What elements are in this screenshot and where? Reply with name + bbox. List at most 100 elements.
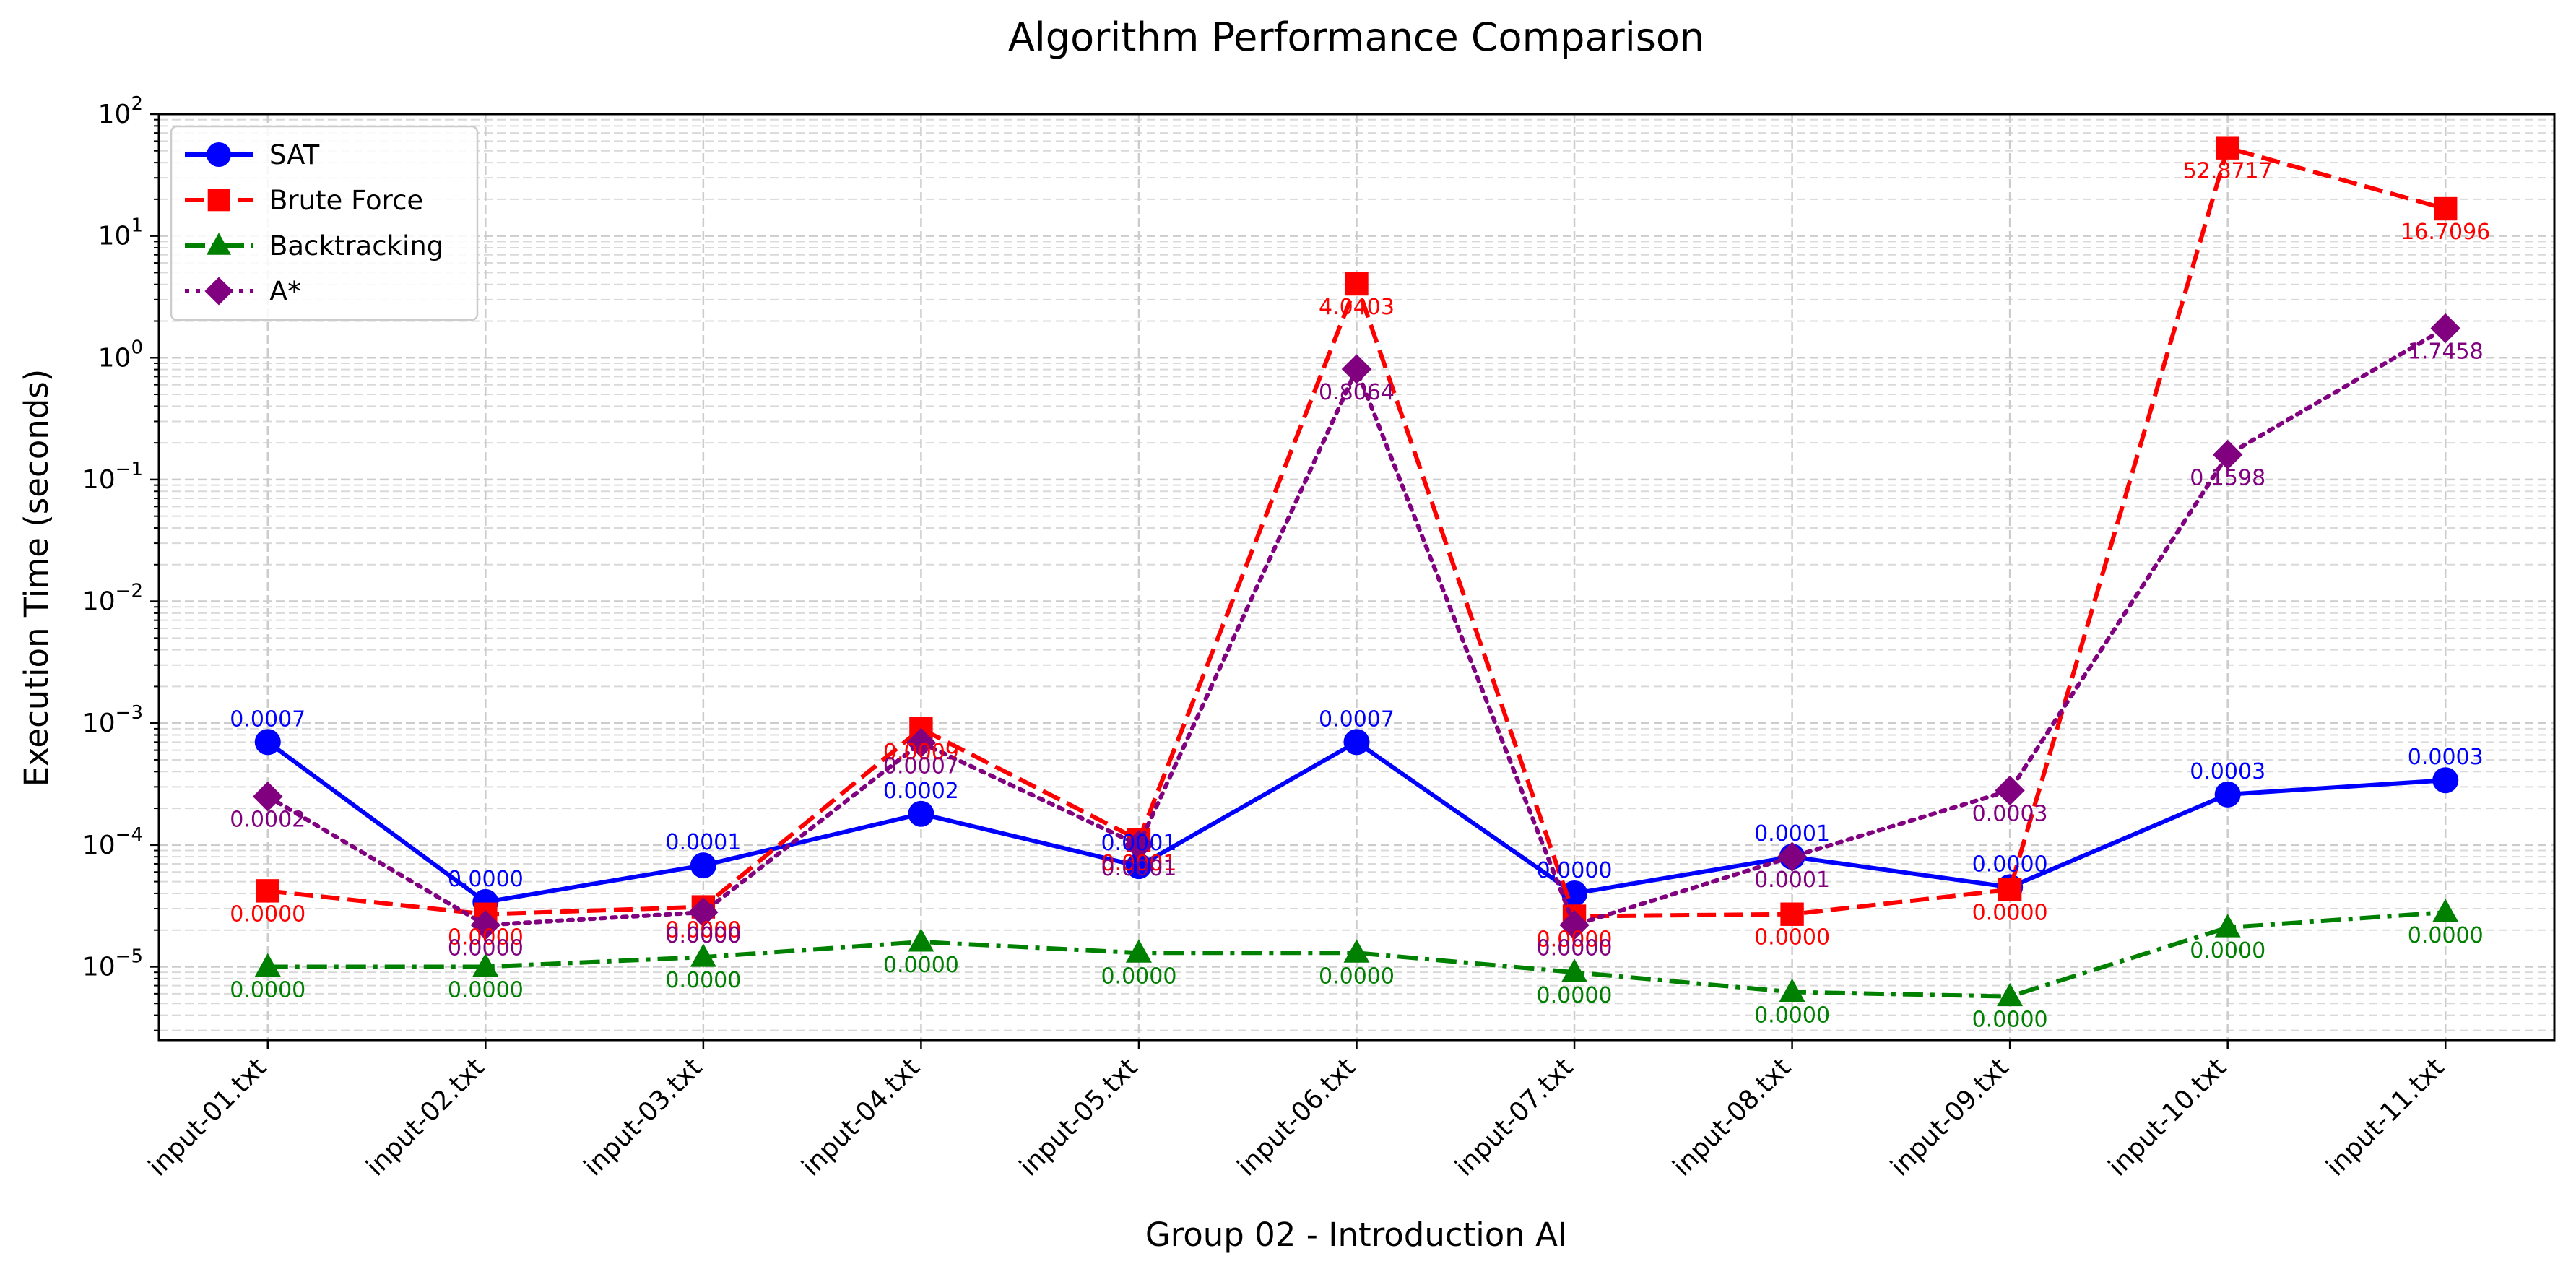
- data-point: [908, 800, 934, 827]
- data-point: [256, 879, 279, 903]
- data-label: 0.0001: [1754, 821, 1830, 847]
- legend-label: Brute Force: [269, 185, 423, 216]
- data-point: [1779, 978, 1805, 1002]
- chart-title: Algorithm Performance Comparison: [1008, 14, 1704, 60]
- y-tick-label: 100: [98, 337, 143, 373]
- data-label: 0.0000: [1754, 925, 1830, 951]
- data-label: 0.0000: [1537, 858, 1613, 883]
- data-point: [908, 928, 934, 952]
- y-tick-label: 10−4: [82, 824, 143, 860]
- data-label: 0.0000: [665, 968, 741, 993]
- data-label: 0.0000: [448, 925, 524, 951]
- data-label: 16.7096: [2401, 220, 2490, 245]
- data-point: [688, 897, 719, 927]
- data-point: [253, 782, 283, 812]
- data-label: 0.0007: [883, 753, 959, 779]
- data-point: [2434, 196, 2458, 221]
- legend-label: Backtracking: [269, 230, 443, 261]
- data-label: 0.0007: [1319, 706, 1395, 732]
- data-point: [2212, 439, 2243, 470]
- data-label: 0.0000: [2408, 923, 2484, 948]
- data-point: [1997, 982, 2024, 1007]
- data-point: [2430, 313, 2460, 344]
- data-label: 0.0000: [1537, 927, 1613, 952]
- data-labels: 0.00070.00000.00010.00020.00010.00070.00…: [230, 159, 2490, 1033]
- data-label: 0.0003: [1972, 801, 2048, 826]
- data-point: [2214, 914, 2241, 938]
- legend-marker: [207, 189, 230, 212]
- x-axis-label: Group 02 - Introduction AI: [1145, 1216, 1567, 1254]
- y-tick-label: 101: [98, 215, 143, 251]
- data-point: [1345, 272, 1369, 296]
- data-label: 0.0001: [665, 830, 741, 855]
- data-label: 0.0007: [230, 706, 305, 732]
- y-tick-label: 10−5: [82, 945, 143, 982]
- data-label: 0.0002: [883, 779, 959, 804]
- y-axis-label: Execution Time (seconds): [17, 369, 56, 787]
- plot-frame: [157, 113, 2556, 1042]
- data-label: 0.0000: [448, 936, 524, 961]
- data-label: 0.1598: [2190, 466, 2265, 491]
- legend: SAT Brute Force Backtracking A*: [170, 125, 479, 321]
- data-label: 0.0000: [665, 918, 741, 943]
- data-point: [2216, 136, 2239, 160]
- data-label: 0.0009: [883, 740, 959, 765]
- data-label: 0.0000: [1972, 1008, 2048, 1033]
- data-point: [254, 729, 281, 756]
- data-label: 0.0000: [665, 923, 741, 948]
- data-point: [1341, 354, 1372, 384]
- data-point: [1125, 853, 1152, 880]
- y-tick-label: 10−3: [82, 702, 143, 738]
- data-point: [2432, 899, 2459, 922]
- data-label: 0.0003: [2408, 745, 2484, 770]
- data-label: 0.0000: [883, 953, 959, 978]
- data-label: 0.8064: [1319, 380, 1395, 405]
- data-point: [472, 953, 499, 977]
- data-point: [1995, 775, 2025, 806]
- data-label: 0.0001: [1101, 856, 1176, 881]
- legend-marker: [207, 233, 231, 255]
- data-label: 52.8717: [2183, 159, 2273, 184]
- data-point: [1780, 902, 1804, 926]
- grid-lines: [159, 113, 2554, 1040]
- y-tick-label: 102: [98, 93, 143, 129]
- data-label: 0.0000: [1972, 852, 2048, 877]
- data-label: 4.0403: [1319, 295, 1395, 320]
- data-point: [254, 953, 281, 977]
- data-point: [1998, 878, 2022, 901]
- data-label: 0.0000: [230, 901, 305, 927]
- legend-label: SAT: [269, 139, 320, 170]
- data-point: [470, 910, 501, 940]
- series-line-2: [267, 910, 2446, 999]
- data-point: [690, 943, 716, 967]
- legend-box: [170, 125, 479, 321]
- data-label: 0.0001: [1101, 851, 1176, 876]
- legend-marker: [207, 142, 231, 167]
- legend-marker: [204, 277, 233, 306]
- data-label: 0.0000: [1754, 1003, 1830, 1028]
- legend-label: A*: [269, 276, 301, 307]
- data-point: [906, 727, 937, 758]
- y-tick-label: 10−1: [82, 459, 143, 495]
- series-layer: [253, 136, 2460, 1007]
- data-point: [1343, 939, 1370, 963]
- data-label: 0.0000: [2190, 938, 2265, 964]
- data-label: 0.0000: [230, 977, 305, 1003]
- data-point: [2432, 767, 2459, 794]
- y-tick-label: 10−2: [82, 581, 143, 617]
- data-point: [690, 852, 716, 879]
- data-point: [1124, 830, 1154, 860]
- data-point: [1561, 958, 1588, 982]
- data-label: 0.0002: [230, 808, 305, 833]
- data-point: [1343, 729, 1370, 756]
- data-point: [1561, 880, 1588, 906]
- data-point: [1777, 841, 1808, 872]
- data-label: 0.0000: [1537, 983, 1613, 1008]
- data-label: 0.0000: [1319, 964, 1395, 989]
- data-label: 0.0000: [1537, 936, 1613, 961]
- data-label: 1.7458: [2408, 339, 2484, 364]
- data-label: 0.0003: [2190, 759, 2265, 784]
- data-label: 0.0001: [1754, 867, 1830, 893]
- data-label: 0.0000: [448, 867, 524, 892]
